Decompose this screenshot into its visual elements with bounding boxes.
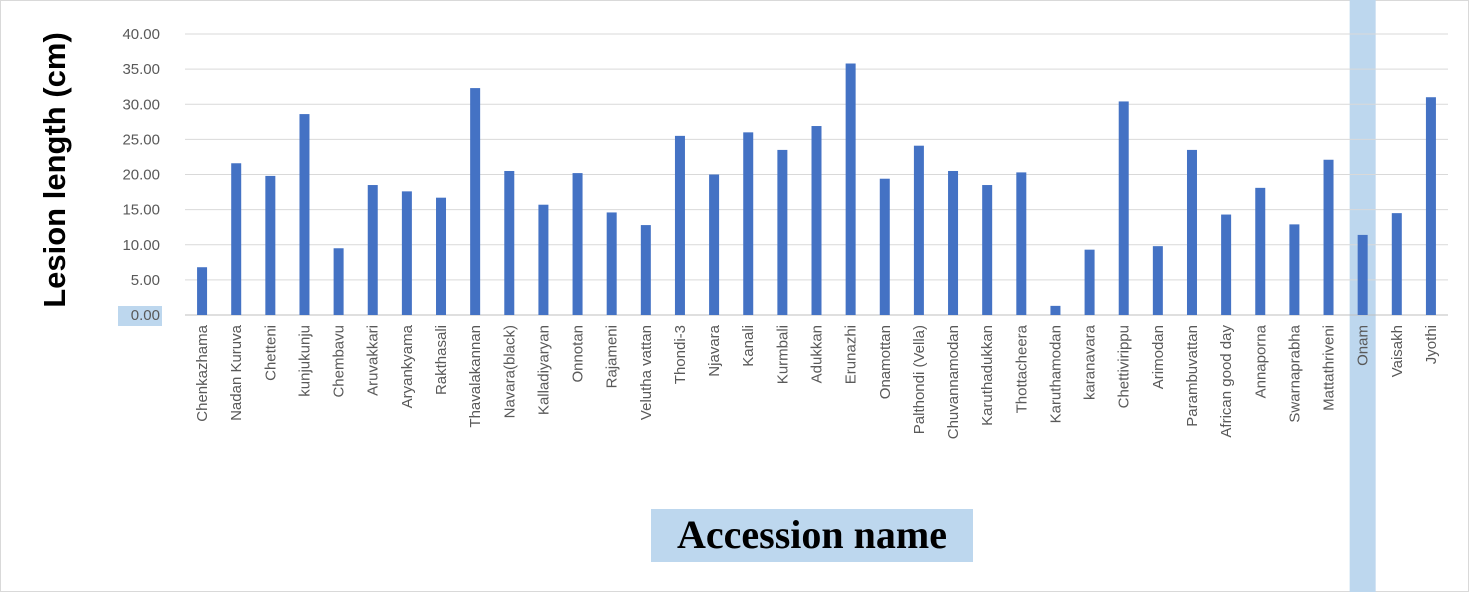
bar bbox=[777, 149, 788, 315]
x-tick-label: Chembavu bbox=[331, 325, 348, 398]
y-tick-label: 0.00 bbox=[131, 307, 160, 324]
y-tick-label: 20.00 bbox=[122, 167, 160, 184]
bar bbox=[1118, 101, 1129, 315]
bar bbox=[333, 248, 344, 315]
bar bbox=[1050, 305, 1061, 315]
x-tick-label: Aruvakkari bbox=[365, 325, 382, 396]
bar bbox=[1391, 213, 1402, 315]
bar bbox=[1357, 234, 1368, 315]
bar bbox=[674, 135, 685, 315]
bar bbox=[1016, 172, 1027, 315]
bar bbox=[572, 173, 583, 315]
x-tick-label: Velutha vattan bbox=[638, 325, 655, 420]
x-axis-title: Accession name bbox=[677, 512, 947, 557]
x-tick-label: Thondi-3 bbox=[672, 325, 689, 384]
x-tick-label: Karuthadukkan bbox=[979, 325, 996, 426]
x-tick-label: Onam bbox=[1355, 325, 1372, 366]
x-tick-label: Navara(black) bbox=[501, 325, 518, 418]
y-tick-label: 30.00 bbox=[122, 96, 160, 113]
x-tick-label: Jyothi bbox=[1423, 325, 1440, 364]
bar bbox=[1425, 97, 1436, 315]
x-tick-label: Erunazhi bbox=[843, 325, 860, 384]
bar bbox=[811, 126, 822, 315]
bar bbox=[299, 114, 310, 316]
x-tick-label: Adukkan bbox=[809, 325, 826, 383]
x-tick-label: Annaporna bbox=[1252, 324, 1269, 398]
bar bbox=[640, 225, 651, 315]
bar bbox=[1323, 159, 1334, 315]
x-tick-label: karanavara bbox=[1082, 324, 1099, 400]
bar bbox=[845, 63, 856, 315]
bar bbox=[197, 267, 208, 315]
y-tick-label: 35.00 bbox=[122, 61, 160, 78]
origin-label-highlight bbox=[118, 306, 162, 326]
bar bbox=[1186, 149, 1197, 315]
x-tick-label: Chetteni bbox=[262, 325, 279, 381]
x-tick-label: kunjukunju bbox=[296, 325, 313, 397]
x-tick-label: Kurmbali bbox=[774, 325, 791, 384]
x-tick-label: Vaisakh bbox=[1389, 325, 1406, 377]
x-tick-label: Thavalakannan bbox=[467, 325, 484, 428]
x-tick-label: Mattathriveni bbox=[1321, 325, 1338, 411]
x-tick-label: Chettivirippu bbox=[1116, 325, 1133, 408]
x-tick-label: Chenkazhama bbox=[194, 324, 211, 421]
bar bbox=[538, 204, 549, 315]
bar bbox=[709, 174, 720, 315]
y-axis-ticks: 0.00 5.00 10.00 15.00 20.00 25.00 30.00 35.00 40… bbox=[122, 26, 160, 324]
x-axis-title-highlight bbox=[651, 509, 973, 562]
x-tick-label: Parambuvattan bbox=[1184, 325, 1201, 427]
bar bbox=[401, 191, 412, 315]
bar bbox=[606, 212, 617, 315]
bar bbox=[1221, 214, 1232, 315]
x-tick-label: Swarnaprabha bbox=[1286, 324, 1303, 422]
bar bbox=[913, 145, 924, 315]
bar bbox=[1084, 249, 1095, 315]
bar bbox=[982, 185, 993, 315]
bar bbox=[879, 178, 890, 315]
x-axis-ticks: Chenkazhama Nadan Kuruva Chetteni kunjukunj… bbox=[194, 324, 1440, 439]
bar bbox=[743, 132, 754, 315]
y-tick-label: 5.00 bbox=[131, 272, 160, 289]
x-tick-label: Kalladiyaryan bbox=[535, 325, 552, 415]
bar bbox=[367, 185, 378, 315]
bar bbox=[504, 170, 515, 315]
y-tick-label: 10.00 bbox=[122, 237, 160, 254]
x-tick-label: Arimodan bbox=[1150, 325, 1167, 389]
x-tick-label: African good day bbox=[1218, 325, 1235, 438]
x-tick-label: Rakthasali bbox=[433, 325, 450, 395]
bar bbox=[1152, 246, 1163, 315]
x-tick-label: Rajameni bbox=[604, 325, 621, 388]
y-tick-label: 40.00 bbox=[122, 26, 160, 43]
x-tick-label: Nadan Kuruva bbox=[228, 324, 245, 421]
bar bbox=[1255, 187, 1266, 315]
x-tick-label: Onnotan bbox=[570, 325, 587, 383]
bar bbox=[948, 170, 959, 315]
x-tick-label: Onamottan bbox=[877, 325, 894, 399]
x-tick-label: Palthondi (Vella) bbox=[911, 325, 928, 434]
bars bbox=[197, 63, 1436, 316]
bar bbox=[1289, 224, 1300, 315]
bar bbox=[436, 197, 447, 315]
bar bbox=[231, 163, 242, 315]
bar bbox=[470, 88, 481, 315]
y-tick-label: 25.00 bbox=[122, 131, 160, 148]
y-tick-label: 15.00 bbox=[122, 202, 160, 219]
x-tick-label: Njavara bbox=[706, 324, 723, 376]
x-tick-label: Karuthamodan bbox=[1047, 325, 1064, 423]
x-tick-label: Chuvannamodan bbox=[945, 325, 962, 439]
bar bbox=[265, 175, 276, 315]
y-axis-title: Lesion length (cm) bbox=[37, 32, 72, 308]
x-tick-label: Aryankyama bbox=[399, 324, 416, 408]
x-tick-label: Kanali bbox=[740, 325, 757, 367]
x-tick-label: Thottacheera bbox=[1013, 324, 1030, 413]
